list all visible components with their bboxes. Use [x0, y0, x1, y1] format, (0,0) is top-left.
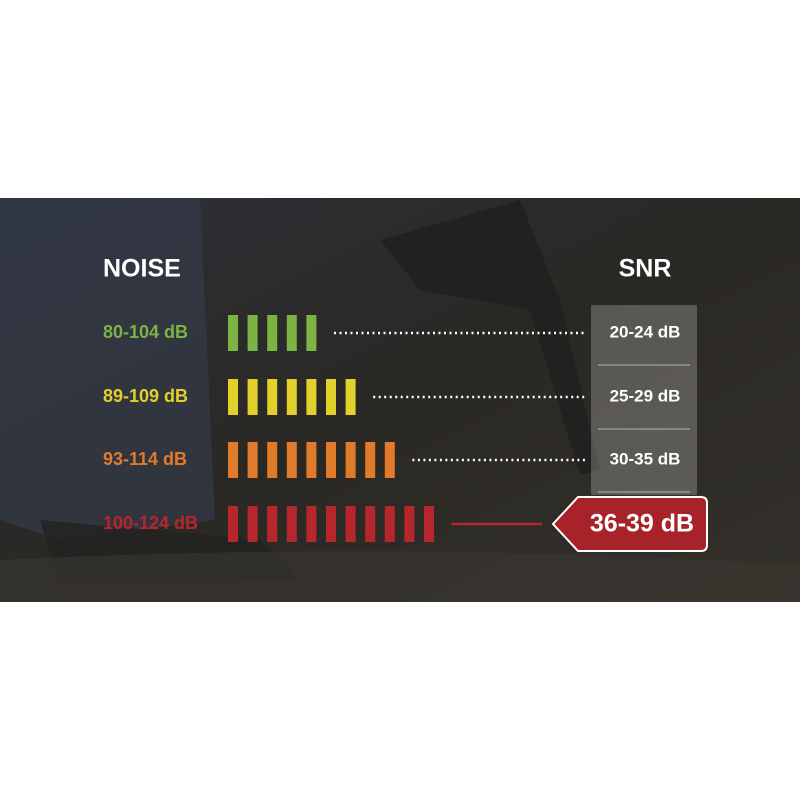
level-segment — [345, 379, 356, 415]
level-segment — [306, 379, 317, 415]
level-segment — [424, 506, 434, 542]
noise-label: 100-124 dB — [103, 513, 198, 533]
level-segment — [247, 442, 258, 478]
noise-label: 89-109 dB — [103, 386, 188, 406]
level-segment — [384, 442, 395, 478]
level-segment — [267, 442, 278, 478]
level-segment — [247, 506, 258, 542]
level-segment — [306, 315, 317, 351]
noise-label: 93-114 dB — [103, 449, 187, 469]
level-segment — [404, 506, 415, 542]
snr-label: 20-24 dB — [610, 322, 681, 341]
level-segment — [267, 379, 278, 415]
level-segment — [286, 442, 297, 478]
level-segment — [326, 379, 336, 415]
level-segment — [228, 379, 238, 415]
ground — [0, 551, 800, 602]
level-segment — [306, 442, 317, 478]
noise-heading: NOISE — [103, 255, 181, 283]
noise-label: 80-104 dB — [103, 322, 188, 342]
level-segment — [365, 442, 376, 478]
level-segment — [345, 506, 356, 542]
level-segment — [228, 315, 238, 351]
level-segment — [365, 506, 376, 542]
level-segment — [247, 379, 258, 415]
snr-panel — [591, 305, 697, 495]
level-segment — [267, 315, 278, 351]
level-segment — [228, 442, 238, 478]
level-segment — [384, 506, 395, 542]
level-segment — [326, 442, 336, 478]
snr-label: 30-35 dB — [610, 449, 681, 468]
level-segment — [306, 506, 317, 542]
level-segment — [247, 315, 258, 351]
snr-heading: SNR — [619, 255, 672, 283]
level-segment — [326, 506, 336, 542]
level-segment — [345, 442, 356, 478]
level-segment — [286, 506, 297, 542]
level-segment — [286, 315, 297, 351]
level-segment — [267, 506, 278, 542]
worker-leg — [0, 198, 215, 540]
snr-label: 36-39 dB — [590, 510, 694, 538]
rows: 80-104 dB 20-24 dB 89-109 dB 25-29 dB 93-114… — [103, 315, 708, 552]
snr-label: 25-29 dB — [610, 386, 681, 405]
jackhammer — [380, 200, 600, 475]
snr-badge — [551, 496, 708, 552]
level-segment — [228, 506, 238, 542]
level-segment — [286, 379, 297, 415]
